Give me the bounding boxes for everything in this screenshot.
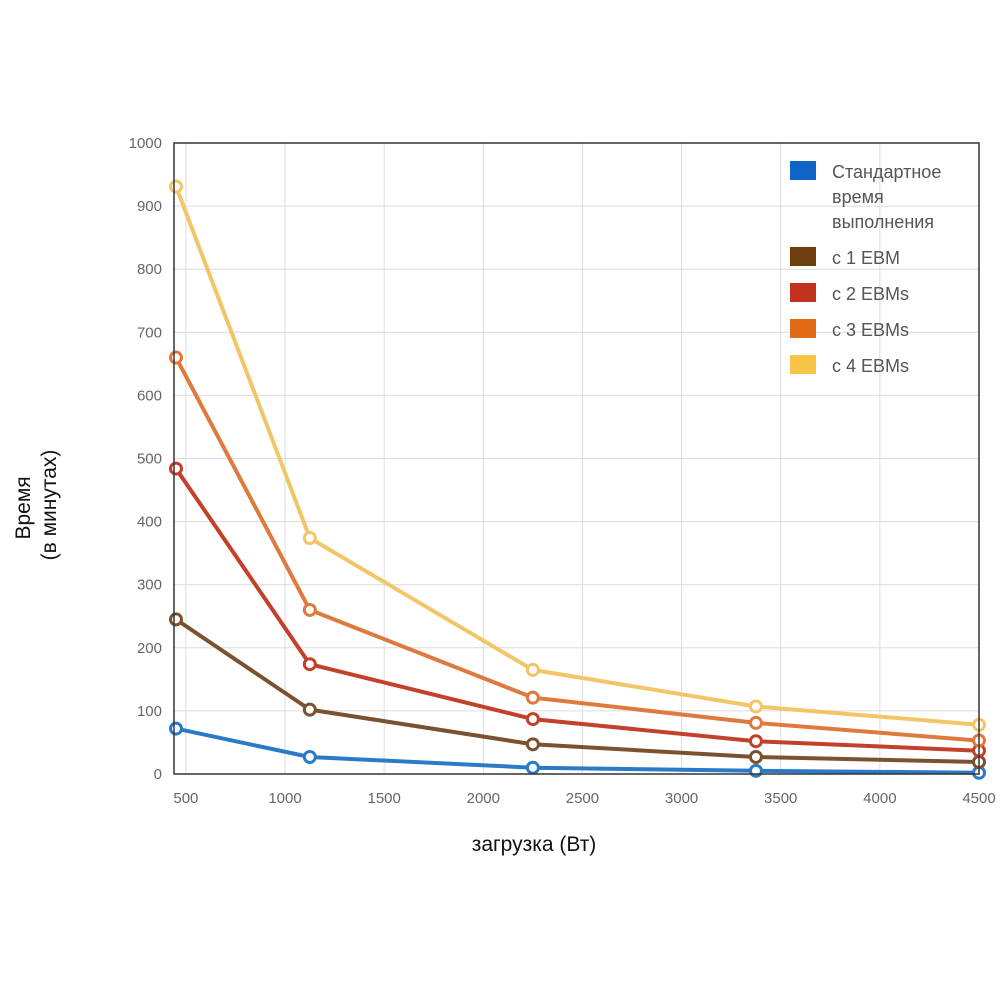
data-point [302,657,317,672]
y-tick-label: 700 [137,324,162,341]
y-tick-label: 800 [137,261,162,278]
data-point [168,461,183,476]
data-point [748,699,763,714]
legend-label: Стандартное время выполнения [832,162,941,232]
y-axis-title-line-2: (в минутах) [38,450,61,561]
data-point [525,690,540,705]
data-point [168,350,183,365]
x-tick-label: 4500 [962,790,995,807]
legend-swatch [790,283,816,302]
data-point [525,737,540,752]
y-tick-label: 300 [137,577,162,594]
legend: Стандартное время выполнения с 1 EBM с 2 EBM… [790,161,941,376]
x-tick-label: 500 [173,790,198,807]
legend-label: с 3 EBMs [832,320,909,340]
grid-lines [174,143,979,774]
y-tick-label: 500 [137,451,162,468]
series-points [168,179,986,780]
x-tick-label: 1500 [367,790,400,807]
data-point [168,721,183,736]
data-point [525,760,540,775]
x-tick-label: 2500 [566,790,599,807]
x-axis-title: загрузка (Вт) [472,833,597,856]
data-point [302,531,317,546]
data-point [168,612,183,627]
data-point [302,702,317,717]
y-tick-label: 400 [137,514,162,531]
y-tick-label: 0 [154,766,162,783]
y-tick-label: 1000 [129,135,162,152]
legend-label: с 4 EBMs [832,356,909,376]
x-tick-label: 4000 [863,790,896,807]
data-point [525,712,540,727]
data-point [525,662,540,677]
x-tick-label: 2000 [467,790,500,807]
y-tick-label: 100 [137,703,162,720]
data-point [302,602,317,617]
data-point [748,715,763,730]
data-point [302,749,317,764]
legend-swatch [790,319,816,338]
legend-label: с 1 EBM [832,248,900,268]
x-tick-label: 3500 [764,790,797,807]
y-axis-title-line-1: Время [12,476,35,539]
plot-frame [173,142,980,775]
y-axis-ticks: 0 100 200 300 400 500 600 700 800 900 1000 [129,135,162,783]
x-tick-label: 1000 [268,790,301,807]
data-point [748,734,763,749]
x-tick-label: 3000 [665,790,698,807]
legend-swatch [790,247,816,266]
x-axis-ticks: 500 1000 1500 2000 2500 3000 3500 4000 4500 [173,790,995,807]
legend-label: с 2 EBMs [832,284,909,304]
y-tick-label: 900 [137,198,162,215]
legend-swatch [790,355,816,374]
data-point [748,749,763,764]
data-point [168,179,183,194]
y-tick-label: 200 [137,640,162,657]
legend-swatch [790,161,816,180]
y-tick-label: 600 [137,387,162,404]
y-axis-title: Время (в минутах) [12,450,61,561]
